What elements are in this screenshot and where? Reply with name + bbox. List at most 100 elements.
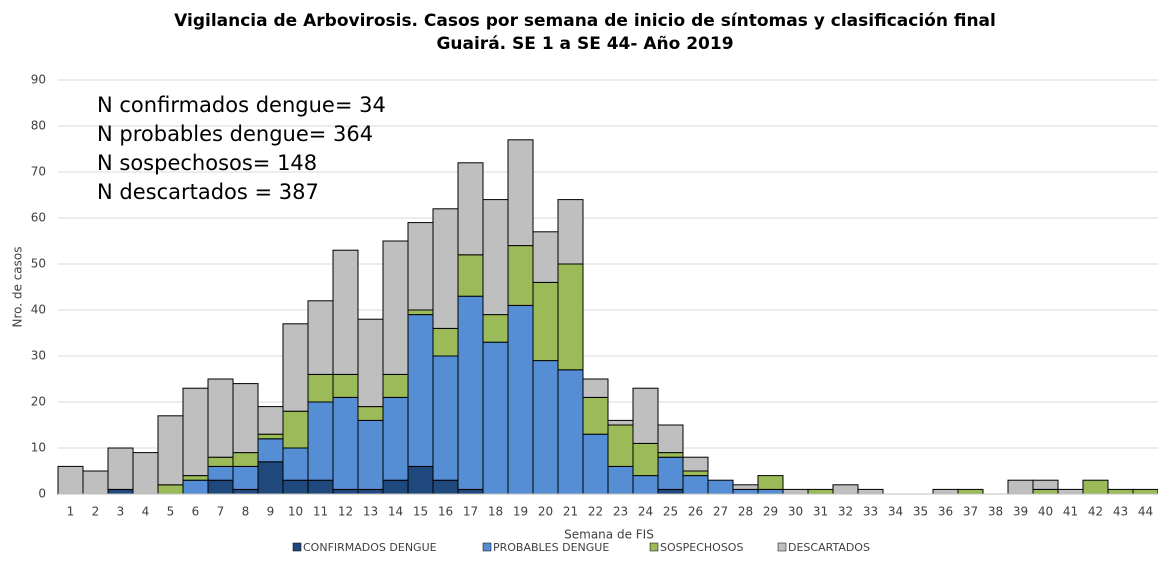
bar-segment bbox=[432, 208, 459, 329]
bar-segment bbox=[182, 479, 209, 495]
bar-segment bbox=[482, 199, 509, 316]
x-tick-label: 11 bbox=[313, 505, 328, 519]
x-tick-label: 5 bbox=[167, 505, 175, 519]
bar-segment bbox=[182, 475, 209, 481]
annotation: N descartados = 387 bbox=[97, 180, 319, 204]
bar-segment bbox=[682, 475, 709, 495]
bar-segment bbox=[207, 465, 234, 481]
bar-segment bbox=[1082, 479, 1109, 495]
x-tick-label: 44 bbox=[1138, 505, 1153, 519]
x-tick-label: 29 bbox=[763, 505, 778, 519]
x-tick-label: 8 bbox=[242, 505, 250, 519]
legend-swatch bbox=[777, 542, 787, 552]
x-tick-label: 30 bbox=[788, 505, 803, 519]
bar-segment bbox=[482, 341, 509, 495]
bar-segment bbox=[357, 419, 384, 490]
annotation: N confirmados dengue= 34 bbox=[97, 93, 386, 117]
bar-segment bbox=[132, 452, 159, 495]
legend-swatch bbox=[292, 542, 302, 552]
x-tick-label: 17 bbox=[463, 505, 478, 519]
bar-segment bbox=[732, 484, 759, 490]
bar-segment bbox=[232, 488, 259, 495]
bar-segment bbox=[532, 360, 559, 495]
bar-segment bbox=[1007, 479, 1034, 495]
bar-segment bbox=[607, 419, 634, 426]
y-tick-label: 20 bbox=[31, 395, 46, 409]
y-tick-label: 0 bbox=[38, 487, 46, 501]
x-tick-label: 24 bbox=[638, 505, 653, 519]
x-tick-label: 25 bbox=[663, 505, 678, 519]
x-tick-label: 32 bbox=[838, 505, 853, 519]
bar-segment bbox=[407, 465, 434, 495]
bar-segment bbox=[457, 162, 484, 256]
bar-segment bbox=[707, 479, 734, 495]
x-tick-label: 19 bbox=[513, 505, 528, 519]
x-tick-label: 43 bbox=[1113, 505, 1128, 519]
x-axis-label: Semana de FIS bbox=[564, 528, 654, 542]
bar-segment bbox=[682, 456, 709, 472]
bar-segment bbox=[357, 406, 384, 421]
bar-segment bbox=[807, 488, 834, 495]
bar-segment bbox=[307, 401, 334, 481]
chart-title: Vigilancia de Arbovirosis. Casos por sem… bbox=[174, 11, 996, 31]
bar-segment bbox=[457, 254, 484, 297]
bar-segment bbox=[407, 222, 434, 311]
x-tick-label: 34 bbox=[888, 505, 903, 519]
bar-segment bbox=[457, 488, 484, 495]
x-tick-label: 18 bbox=[488, 505, 503, 519]
bar-segment bbox=[457, 295, 484, 490]
x-tick-label: 39 bbox=[1013, 505, 1028, 519]
x-tick-label: 23 bbox=[613, 505, 628, 519]
bar-segment bbox=[507, 139, 534, 247]
bar-segment bbox=[632, 387, 659, 444]
x-tick-label: 1 bbox=[67, 505, 75, 519]
x-tick-label: 7 bbox=[217, 505, 225, 519]
bar-segment bbox=[232, 452, 259, 467]
bar-segment bbox=[307, 479, 334, 495]
x-tick-label: 20 bbox=[538, 505, 553, 519]
bar-segment bbox=[282, 410, 309, 449]
bar-segment bbox=[332, 488, 359, 495]
y-tick-label: 10 bbox=[31, 441, 46, 455]
bar-segment bbox=[432, 479, 459, 495]
bar-segment bbox=[657, 452, 684, 458]
bar-segment bbox=[757, 488, 784, 495]
bar-segment bbox=[532, 281, 559, 362]
bar-segment bbox=[957, 488, 984, 495]
legend-label: CONFIRMADOS DENGUE bbox=[303, 541, 437, 554]
bar-segment bbox=[782, 488, 809, 495]
bar-segment bbox=[307, 300, 334, 375]
x-tick-label: 27 bbox=[713, 505, 728, 519]
bar-segment bbox=[382, 240, 409, 375]
bar-segment bbox=[682, 470, 709, 477]
x-tick-label: 37 bbox=[963, 505, 978, 519]
bar-segment bbox=[282, 447, 309, 481]
bar-segment bbox=[607, 424, 634, 467]
bar-segment bbox=[1107, 488, 1134, 495]
bar-segment bbox=[107, 447, 134, 490]
bar-segment bbox=[432, 327, 459, 357]
bar-segment bbox=[1057, 488, 1084, 495]
bar-segment bbox=[382, 373, 409, 398]
x-tick-label: 4 bbox=[142, 505, 150, 519]
bar-segment bbox=[582, 396, 609, 435]
bar-segment bbox=[207, 456, 234, 467]
bar-segment bbox=[182, 387, 209, 477]
bar-segment bbox=[257, 433, 284, 440]
x-tick-label: 42 bbox=[1088, 505, 1103, 519]
y-tick-label: 90 bbox=[31, 73, 46, 87]
bar-segment bbox=[532, 231, 559, 283]
annotation: N sospechosos= 148 bbox=[97, 151, 317, 175]
x-tick-label: 41 bbox=[1063, 505, 1078, 519]
x-tick-label: 10 bbox=[288, 505, 303, 519]
bar-segment bbox=[507, 245, 534, 306]
x-tick-label: 13 bbox=[363, 505, 378, 519]
bar-segment bbox=[332, 396, 359, 490]
bar-segment bbox=[282, 323, 309, 412]
y-tick-label: 40 bbox=[31, 303, 46, 317]
x-tick-label: 12 bbox=[338, 505, 353, 519]
x-tick-label: 26 bbox=[688, 505, 703, 519]
y-tick-label: 80 bbox=[31, 119, 46, 133]
bar-segment bbox=[407, 309, 434, 316]
bar-segment bbox=[607, 465, 634, 495]
